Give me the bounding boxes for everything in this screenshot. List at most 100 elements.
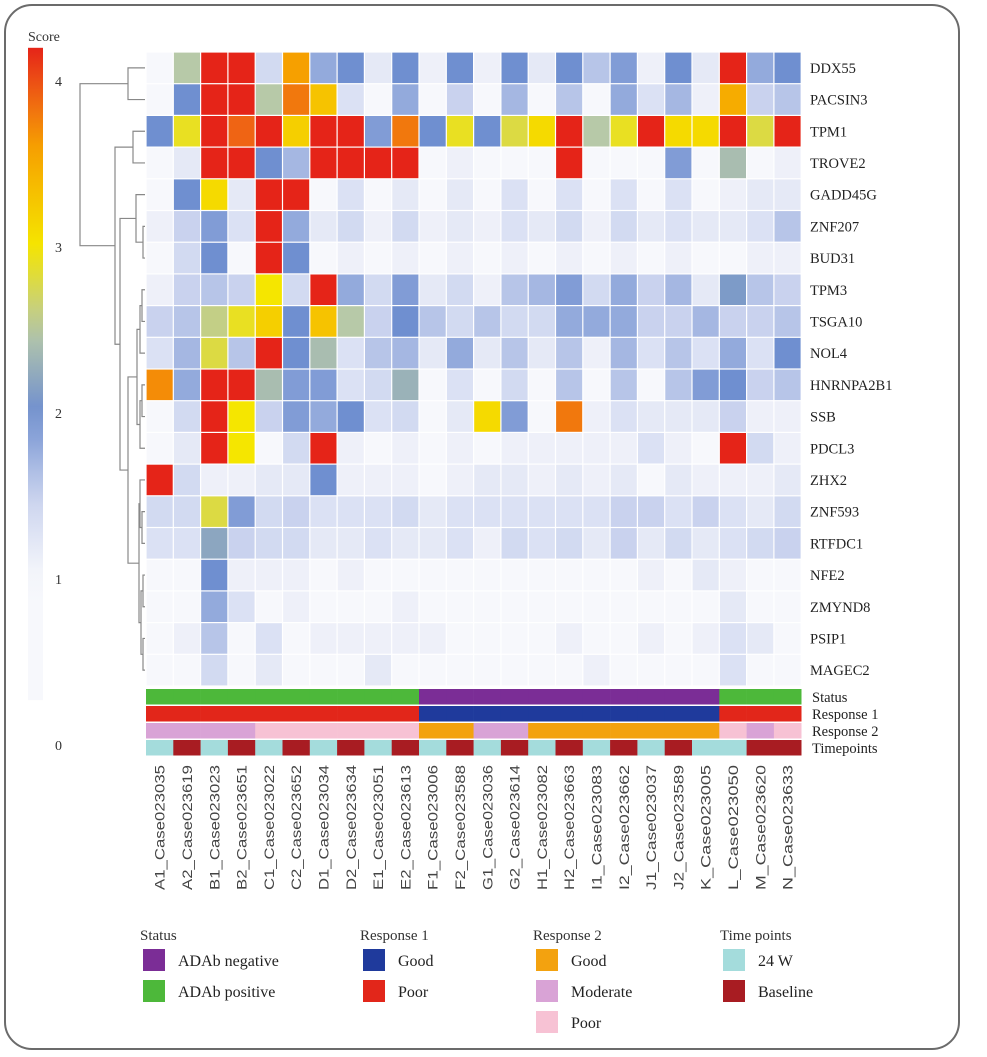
heatmap-cell <box>474 654 501 686</box>
heatmap-cell <box>556 654 583 686</box>
heatmap-cell <box>692 654 719 686</box>
row-label: PACSIN3 <box>810 93 868 109</box>
heatmap-cell <box>310 401 337 432</box>
annotation-cell <box>664 689 693 705</box>
heatmap-cell <box>774 242 801 274</box>
annotation-cell <box>146 689 174 705</box>
heatmap-cell <box>337 116 364 147</box>
column-label: F1_Case023006 <box>426 765 441 890</box>
heatmap-cell <box>419 147 446 179</box>
heatmap-cell <box>255 654 282 686</box>
heatmap-cell <box>365 211 392 242</box>
heatmap-cell <box>692 528 719 559</box>
heatmap-cell <box>228 654 255 686</box>
column-label: B1_Case023023 <box>207 765 222 890</box>
annotation-cell <box>200 723 229 739</box>
heatmap-cell <box>419 528 446 559</box>
heatmap-cell <box>528 591 555 622</box>
heatmap-cell <box>283 496 310 527</box>
heatmap-cell <box>392 496 419 527</box>
heatmap-cell <box>610 179 637 210</box>
heatmap-cell <box>446 433 473 464</box>
heatmap-cell <box>774 496 801 527</box>
annotation-track-label: Response 2 <box>812 724 878 740</box>
heatmap-cell <box>719 242 746 274</box>
heatmap-cell <box>446 116 473 147</box>
row-label: TPM3 <box>810 283 847 299</box>
heatmap-cell <box>365 559 392 591</box>
heatmap-cell <box>583 464 610 496</box>
heatmap-cell <box>201 306 228 337</box>
heatmap-cell <box>283 147 310 179</box>
heatmap-cell <box>528 84 555 115</box>
heatmap-cell <box>146 496 173 527</box>
heatmap-cell <box>556 528 583 559</box>
heatmap-cell <box>692 52 719 84</box>
heatmap-cell <box>173 242 200 274</box>
heatmap-cell <box>719 337 746 369</box>
annotation-cell <box>528 740 556 756</box>
heatmap-cell <box>255 496 282 527</box>
heatmap-cell <box>392 401 419 432</box>
heatmap-cell <box>365 464 392 496</box>
heatmap-cell <box>528 211 555 242</box>
heatmap-cell <box>610 401 637 432</box>
heatmap-cell <box>692 559 719 591</box>
heatmap-cell <box>638 242 665 274</box>
heatmap-cell <box>583 179 610 210</box>
annotation-cell <box>282 740 311 756</box>
heatmap-cell <box>446 147 473 179</box>
legend-swatch <box>363 980 385 1002</box>
heatmap-cell <box>583 591 610 622</box>
annotation-cell <box>446 740 474 756</box>
annotation-cell <box>637 723 665 739</box>
heatmap-cell <box>419 337 446 369</box>
heatmap-cell <box>337 84 364 115</box>
column-label: H2_Case023663 <box>562 765 577 890</box>
heatmap-cell <box>173 116 200 147</box>
heatmap-cell <box>201 464 228 496</box>
heatmap-cell <box>283 654 310 686</box>
heatmap-cell <box>173 496 200 527</box>
heatmap-cell <box>747 52 774 84</box>
heatmap-cell <box>173 433 200 464</box>
column-label: J2_Case023589 <box>671 765 686 890</box>
row-label: RTFDC1 <box>810 536 863 552</box>
heatmap-cell <box>610 84 637 115</box>
heatmap-cell <box>419 116 446 147</box>
heatmap-cell <box>719 179 746 210</box>
heatmap-cell <box>419 464 446 496</box>
annotation-cell <box>473 740 502 756</box>
heatmap-cell <box>283 433 310 464</box>
heatmap-cell <box>365 84 392 115</box>
heatmap-cell <box>255 591 282 622</box>
annotation-cell <box>446 723 474 739</box>
heatmap-cell <box>583 211 610 242</box>
heatmap-cell <box>146 179 173 210</box>
dendrogram-branch <box>79 83 128 247</box>
heatmap-cell <box>173 306 200 337</box>
annotation-cell <box>746 689 775 705</box>
heatmap-cell <box>255 179 282 210</box>
heatmap-cell <box>446 306 473 337</box>
heatmap-cell <box>283 274 310 305</box>
heatmap-cell <box>283 337 310 369</box>
heatmap-cell <box>310 496 337 527</box>
heatmap-cell <box>419 369 446 401</box>
heatmap-cell <box>501 242 528 274</box>
heatmap-cell <box>583 433 610 464</box>
row-label: NOL4 <box>810 346 848 362</box>
heatmap-cell <box>337 654 364 686</box>
heatmap-cell <box>528 528 555 559</box>
heatmap-cell <box>474 623 501 654</box>
heatmap-cell <box>528 433 555 464</box>
heatmap-cell <box>173 591 200 622</box>
column-label: G2_Case023614 <box>508 764 523 890</box>
heatmap-cell <box>146 147 173 179</box>
heatmap-cell <box>392 433 419 464</box>
heatmap-cell <box>474 591 501 622</box>
annotation-cell <box>610 723 638 739</box>
heatmap-cell <box>283 623 310 654</box>
heatmap-cell <box>365 623 392 654</box>
heatmap-cell <box>638 306 665 337</box>
